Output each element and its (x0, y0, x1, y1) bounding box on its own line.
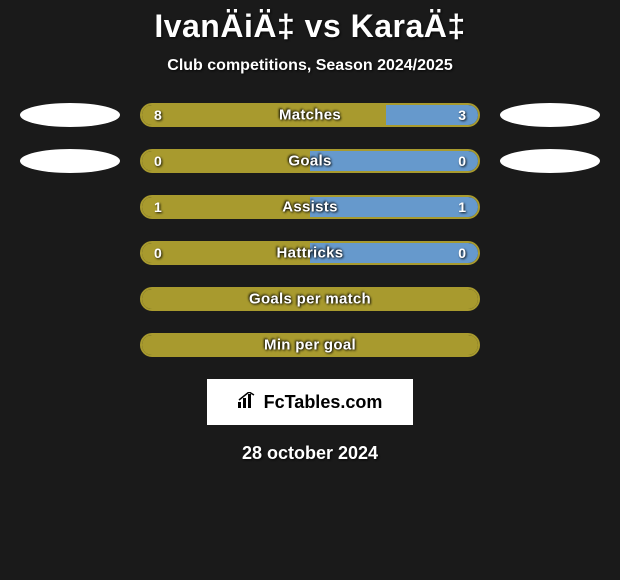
stat-label: Goals per match (249, 291, 371, 308)
stat-row: Goals per match (0, 287, 620, 311)
stat-row: 8 3 Matches (0, 103, 620, 127)
player-oval-left (20, 103, 120, 127)
bar-fill-left (142, 105, 386, 125)
player-oval-right (500, 149, 600, 173)
player-oval-right (500, 103, 600, 127)
logo-text: FcTables.com (238, 392, 383, 413)
logo-label: FcTables.com (264, 392, 383, 413)
subtitle: Club competitions, Season 2024/2025 (0, 57, 620, 75)
bar-fill-right (310, 151, 478, 171)
player-oval-left (20, 149, 120, 173)
chart-icon (238, 392, 258, 413)
stat-value-left: 0 (154, 153, 162, 169)
stat-value-right: 1 (458, 199, 466, 215)
spacer (500, 333, 600, 357)
stat-value-left: 8 (154, 107, 162, 123)
stat-bar: 0 0 Goals (140, 149, 480, 173)
date-label: 28 october 2024 (0, 443, 620, 464)
stat-label: Goals (288, 153, 331, 170)
spacer (500, 287, 600, 311)
stat-value-right: 0 (458, 153, 466, 169)
spacer (20, 287, 120, 311)
logo-badge: FcTables.com (207, 379, 413, 425)
spacer (500, 195, 600, 219)
stat-row: 1 1 Assists (0, 195, 620, 219)
spacer (20, 195, 120, 219)
stat-bar: 0 0 Hattricks (140, 241, 480, 265)
stat-value-right: 3 (458, 107, 466, 123)
stat-bar: Min per goal (140, 333, 480, 357)
stat-value-left: 0 (154, 245, 162, 261)
spacer (20, 333, 120, 357)
stat-bar: 1 1 Assists (140, 195, 480, 219)
stat-row: 0 0 Goals (0, 149, 620, 173)
stats-list: 8 3 Matches 0 0 Goals 1 1 Assists 0 0 Hattricks Goal… (0, 103, 620, 357)
stat-label: Min per goal (264, 337, 356, 354)
comparison-card: IvanÄiÄ‡ vs KaraÄ‡ Club competitions, Se… (0, 0, 620, 464)
page-title: IvanÄiÄ‡ vs KaraÄ‡ (0, 8, 620, 45)
spacer (20, 241, 120, 265)
stat-bar: Goals per match (140, 287, 480, 311)
stat-value-left: 1 (154, 199, 162, 215)
stat-row: 0 0 Hattricks (0, 241, 620, 265)
stat-label: Assists (282, 199, 337, 216)
stat-label: Hattricks (277, 245, 344, 262)
bar-fill-left (142, 151, 310, 171)
spacer (500, 241, 600, 265)
stat-bar: 8 3 Matches (140, 103, 480, 127)
stat-label: Matches (279, 107, 341, 124)
stat-value-right: 0 (458, 245, 466, 261)
stat-row: Min per goal (0, 333, 620, 357)
